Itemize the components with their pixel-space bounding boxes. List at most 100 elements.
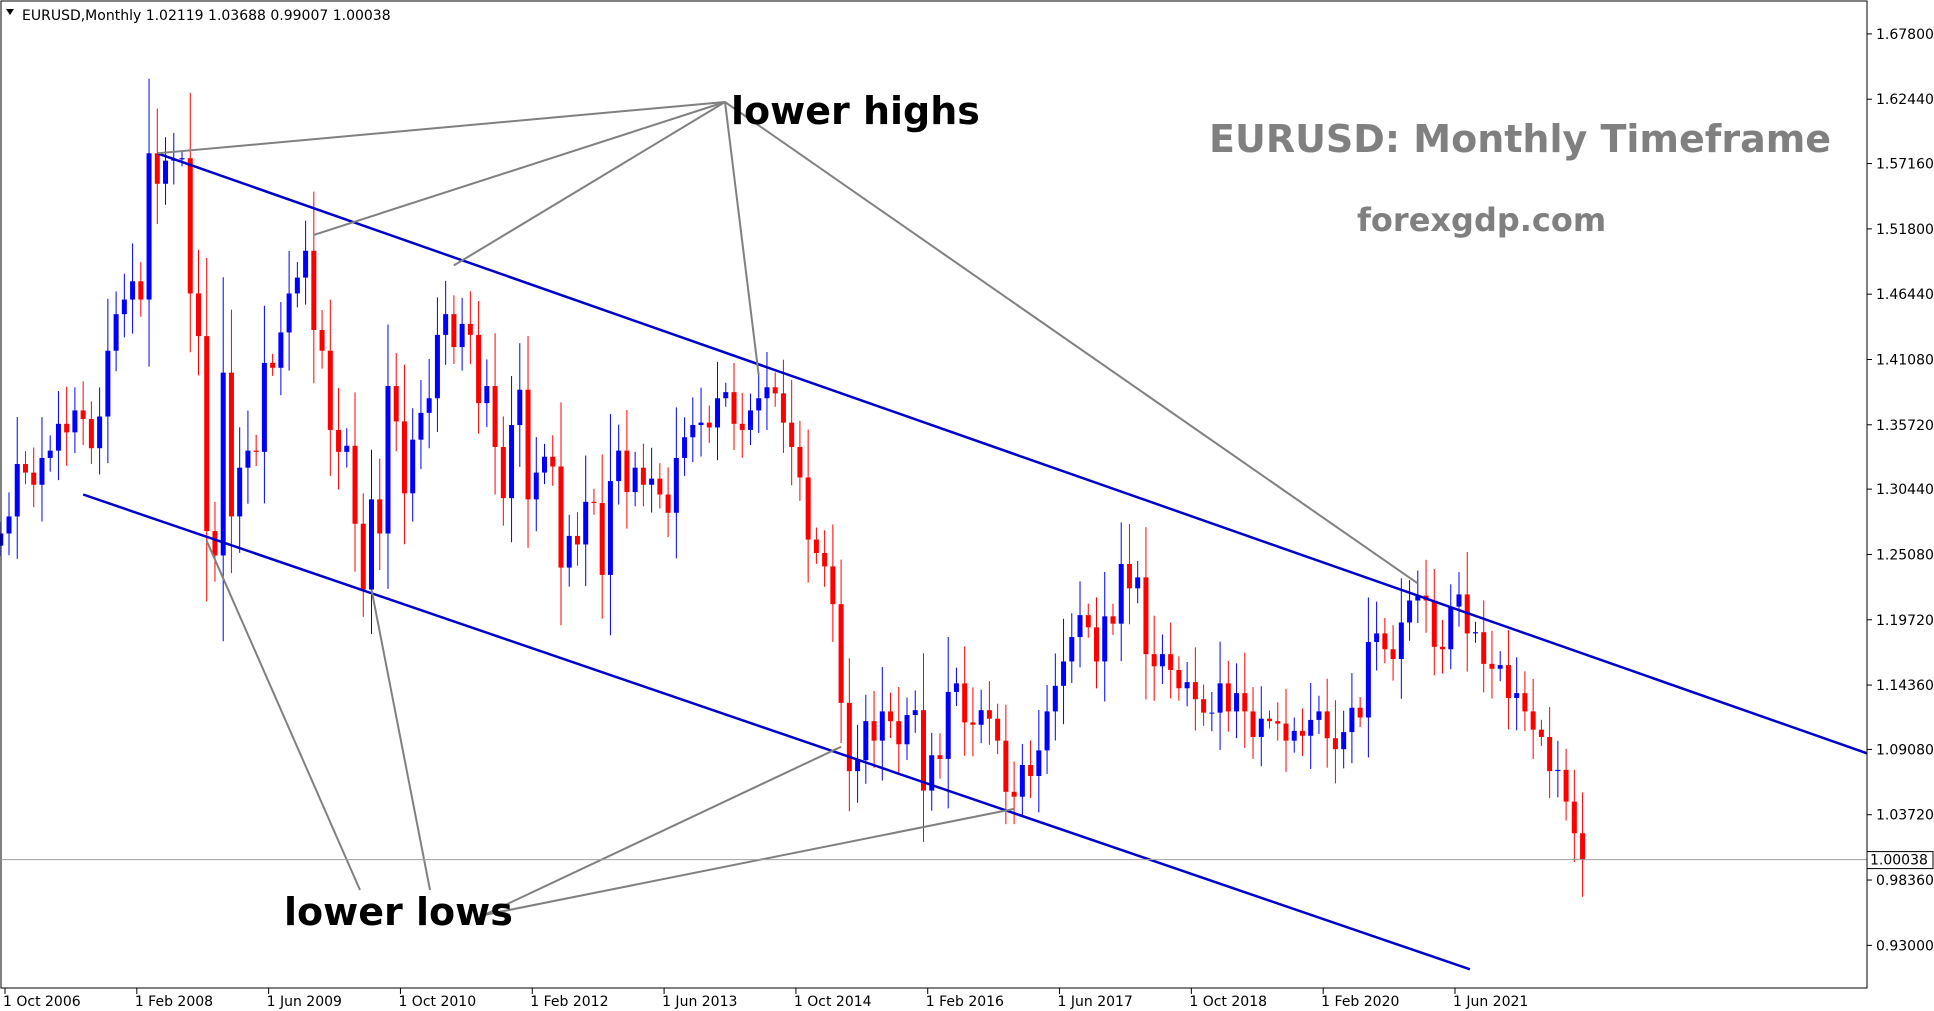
candle-body bbox=[1044, 711, 1050, 751]
candle-body bbox=[1250, 711, 1256, 737]
candle-body bbox=[212, 531, 218, 556]
candle-body bbox=[1407, 600, 1413, 623]
annotation-lower-lows: lower lows bbox=[284, 890, 513, 934]
candle-body bbox=[855, 760, 861, 772]
candle-body bbox=[1316, 711, 1322, 720]
candle-body bbox=[846, 702, 852, 772]
candle-body bbox=[953, 683, 959, 692]
candle-body bbox=[1176, 669, 1182, 689]
candle-body bbox=[1192, 682, 1198, 700]
time-tick-label: 1 Feb 2012 bbox=[530, 994, 608, 1010]
candle-body bbox=[500, 446, 506, 499]
candle-body bbox=[6, 516, 12, 534]
candle-body bbox=[303, 250, 309, 278]
symbol-info: EURUSD,Monthly 1.02119 1.03688 0.99007 1… bbox=[22, 8, 391, 24]
candle-body bbox=[879, 711, 885, 741]
candle-body bbox=[31, 472, 37, 485]
svg-text:1.00038: 1.00038 bbox=[1870, 853, 1928, 869]
candle-body bbox=[1159, 654, 1165, 667]
candle-body bbox=[1201, 699, 1207, 713]
price-tick-label: 1.35720 bbox=[1876, 418, 1934, 434]
candle-body bbox=[121, 299, 127, 315]
candle-body bbox=[1514, 693, 1520, 698]
candle-body bbox=[1538, 729, 1544, 737]
candle-body bbox=[1234, 693, 1240, 712]
candle-body bbox=[1151, 654, 1157, 667]
candle-body bbox=[80, 410, 86, 419]
candle-body bbox=[607, 481, 613, 575]
candle-body bbox=[1398, 622, 1404, 659]
time-tick-label: 1 Feb 2008 bbox=[135, 994, 213, 1010]
lower-channel-line bbox=[82, 493, 1471, 971]
candle-body bbox=[838, 604, 844, 703]
candle-body bbox=[780, 393, 786, 423]
candle-body bbox=[1036, 750, 1042, 776]
lower-low-pointer bbox=[205, 540, 361, 891]
candle-body bbox=[1341, 732, 1347, 750]
candle-body bbox=[1357, 707, 1363, 718]
lower-low-pointer bbox=[370, 589, 431, 891]
price-tick-label: 1.62440 bbox=[1876, 92, 1934, 108]
candle-body bbox=[970, 722, 976, 725]
candle-body bbox=[1374, 633, 1380, 642]
dropdown-triangle-icon[interactable] bbox=[6, 9, 14, 15]
candle-body bbox=[195, 293, 201, 337]
price-tick-label: 1.67800 bbox=[1876, 27, 1934, 43]
candle-body bbox=[574, 535, 580, 545]
candle-body bbox=[822, 552, 828, 567]
candle-body bbox=[327, 350, 333, 430]
candle-body bbox=[352, 445, 358, 524]
candle-body bbox=[682, 437, 688, 458]
candle-body bbox=[1365, 641, 1371, 718]
chart-subtitle: forexgdp.com bbox=[1357, 201, 1606, 239]
candle-body bbox=[220, 372, 226, 556]
candle-body bbox=[1184, 682, 1190, 689]
time-tick-label: 1 Jun 2009 bbox=[267, 994, 342, 1010]
candle-body bbox=[451, 314, 457, 348]
time-tick-label: 1 Oct 2006 bbox=[3, 994, 81, 1010]
candle-body bbox=[270, 362, 276, 368]
candle-body bbox=[113, 314, 119, 351]
candle-body bbox=[624, 450, 630, 493]
candle-body bbox=[599, 503, 605, 575]
candle-body bbox=[369, 499, 374, 590]
price-tick-label: 1.09080 bbox=[1876, 742, 1934, 758]
candle-body bbox=[97, 416, 103, 449]
candle-body bbox=[1209, 712, 1215, 714]
candle-body bbox=[105, 350, 111, 417]
candle-body bbox=[789, 422, 795, 447]
candle-body bbox=[1094, 627, 1099, 662]
candle-body bbox=[130, 281, 136, 300]
price-tick-label: 1.14360 bbox=[1876, 678, 1934, 694]
time-tick-label: 1 Oct 2018 bbox=[1189, 994, 1267, 1010]
candle-body bbox=[187, 158, 193, 294]
time-tick-label: 1 Jun 2021 bbox=[1453, 994, 1528, 1010]
candle-body bbox=[797, 446, 803, 478]
candle-body bbox=[986, 710, 992, 719]
candle-body bbox=[920, 710, 926, 791]
candle-body bbox=[360, 523, 366, 590]
candle-body bbox=[311, 250, 317, 330]
candle-body bbox=[1217, 683, 1223, 713]
candle-body bbox=[1555, 769, 1561, 772]
candle-body bbox=[319, 330, 325, 351]
candle-body bbox=[484, 386, 490, 404]
candle-body bbox=[1011, 791, 1017, 797]
plot-area bbox=[0, 78, 1868, 971]
candle-body bbox=[278, 332, 284, 368]
candle-body bbox=[904, 715, 910, 745]
candle-body bbox=[1332, 738, 1338, 750]
candle-body bbox=[1349, 707, 1355, 733]
price-tick-label: 0.93000 bbox=[1876, 938, 1934, 954]
candle-body bbox=[1547, 736, 1553, 772]
candle-body bbox=[1571, 801, 1577, 834]
candle-body bbox=[1481, 632, 1487, 664]
price-tick-label: 1.51800 bbox=[1876, 222, 1934, 238]
candle-body bbox=[1291, 730, 1297, 741]
candle-body bbox=[616, 450, 622, 482]
candle-body bbox=[286, 293, 292, 333]
candle-body bbox=[22, 464, 28, 473]
candle-body bbox=[1102, 616, 1108, 662]
candle-body bbox=[163, 160, 169, 184]
candle-body bbox=[204, 336, 210, 532]
